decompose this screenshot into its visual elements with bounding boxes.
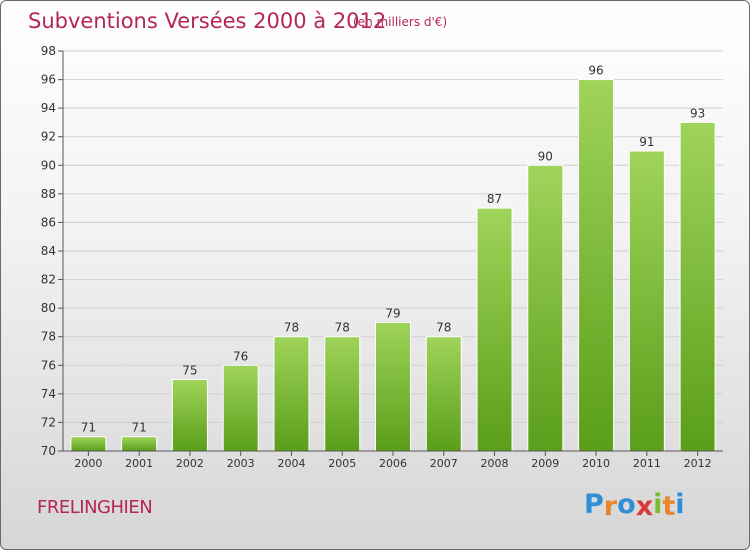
x-tick-label: 2010	[582, 457, 610, 470]
y-tick-label: 76	[41, 358, 56, 372]
logo-letter: t	[662, 491, 676, 522]
data-label: 78	[436, 321, 451, 335]
bar-2001	[121, 436, 158, 452]
bar-2011	[628, 150, 665, 452]
logo-letter: i	[675, 489, 685, 520]
logo-letter: x	[635, 491, 654, 522]
chart-title: Subventions Versées 2000 à 2012	[28, 9, 387, 33]
y-tick-label: 80	[41, 301, 56, 315]
data-label: 71	[81, 421, 96, 435]
proxiti-logo: Proxiti	[584, 489, 685, 522]
data-label: 76	[233, 349, 248, 363]
x-tick-label: 2003	[227, 457, 255, 470]
data-label: 87	[487, 192, 502, 206]
logo-letter: r	[603, 491, 618, 522]
logo-letter: P	[584, 489, 604, 520]
x-tick-label: 2007	[430, 457, 458, 470]
y-tick-label: 98	[41, 44, 56, 58]
x-tick-label: 2000	[74, 457, 102, 470]
commune-name: FRELINGHIEN	[37, 497, 153, 518]
bar-2006	[375, 321, 411, 452]
y-tick-label: 88	[41, 187, 56, 201]
x-tick-label: 2008	[481, 457, 509, 470]
bar-2008	[476, 207, 513, 452]
data-label: 78	[284, 321, 299, 335]
bar-2004	[273, 336, 310, 452]
x-tick-label: 2011	[633, 457, 661, 470]
y-tick-label: 90	[41, 158, 56, 172]
bar-2007	[425, 336, 462, 452]
y-tick-label: 82	[41, 273, 56, 287]
bar-2010	[578, 79, 615, 452]
data-label: 75	[182, 364, 197, 378]
data-label: 79	[385, 306, 400, 320]
y-tick-label: 78	[41, 330, 56, 344]
logo-letter: o	[617, 489, 636, 520]
data-label: 91	[639, 135, 654, 149]
y-tick-label: 84	[41, 244, 56, 258]
y-tick-label: 96	[41, 73, 56, 87]
y-tick-label: 74	[41, 387, 56, 401]
data-label: 93	[690, 106, 705, 120]
bar-2002	[171, 379, 208, 452]
x-tick-label: 2004	[277, 457, 305, 470]
logo-letter: i	[653, 489, 663, 520]
y-tick-label: 72	[41, 415, 56, 429]
bar-2009	[527, 164, 564, 452]
chart-subtitle: (en milliers d'€)	[353, 15, 448, 29]
y-tick-label: 70	[41, 444, 56, 458]
x-tick-label: 2005	[328, 457, 356, 470]
data-label: 90	[538, 149, 553, 163]
y-tick-label: 86	[41, 215, 56, 229]
x-tick-label: 2009	[531, 457, 559, 470]
bar-2005	[324, 336, 361, 452]
bar-2012	[679, 121, 716, 452]
bar-2003	[222, 364, 259, 452]
x-tick-label: 2002	[176, 457, 204, 470]
data-label: 71	[132, 421, 147, 435]
x-tick-label: 2001	[125, 457, 153, 470]
data-label: 96	[588, 64, 603, 78]
x-tick-label: 2012	[684, 457, 712, 470]
data-label: 78	[335, 321, 350, 335]
bar-2000	[70, 436, 107, 452]
y-tick-label: 94	[41, 101, 56, 115]
x-tick-label: 2006	[379, 457, 407, 470]
y-tick-label: 92	[41, 130, 56, 144]
